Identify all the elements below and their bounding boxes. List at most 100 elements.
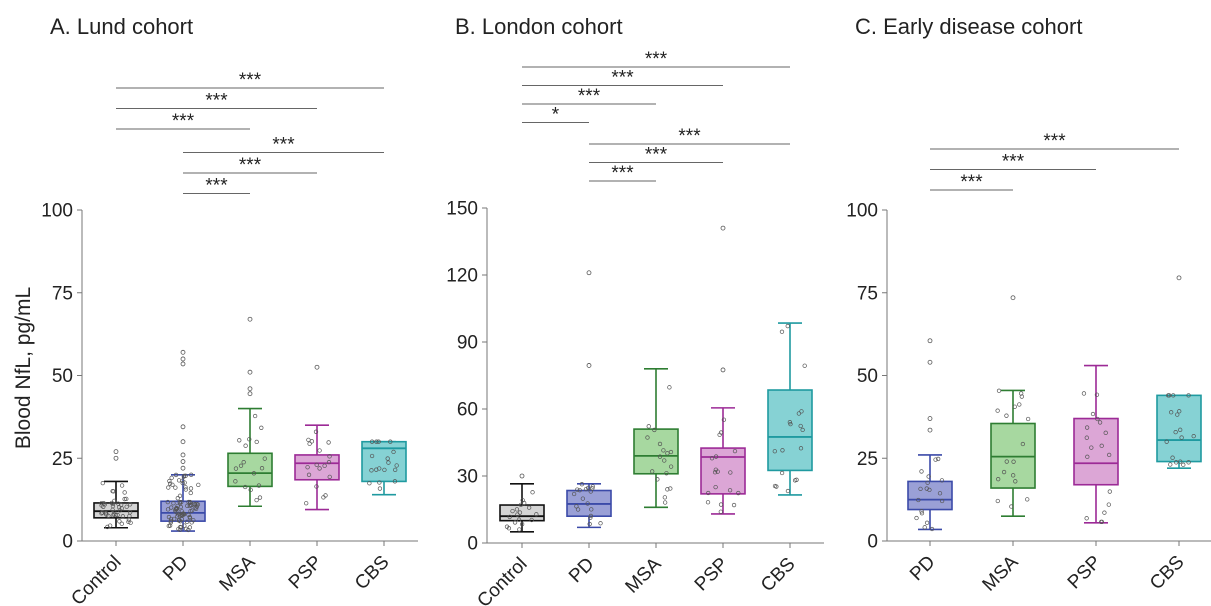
data-point	[713, 484, 718, 490]
data-point	[180, 511, 185, 516]
data-point	[172, 516, 177, 522]
data-point	[1081, 391, 1087, 396]
data-point	[583, 486, 589, 492]
data-point	[1186, 460, 1191, 465]
outlier-point	[720, 225, 726, 231]
data-point	[799, 409, 804, 414]
data-point	[196, 482, 201, 488]
data-point	[519, 522, 525, 527]
data-point	[306, 437, 311, 442]
data-point	[512, 520, 518, 525]
data-point	[127, 510, 133, 515]
data-point	[529, 517, 534, 523]
data-point	[713, 454, 719, 459]
significance-bracket: ***	[522, 49, 790, 70]
data-point	[118, 502, 124, 507]
data-point	[1179, 435, 1184, 440]
data-point	[1168, 462, 1173, 467]
data-point	[705, 500, 711, 505]
data-point	[785, 323, 790, 329]
data-point	[1017, 402, 1022, 407]
data-point	[929, 526, 935, 532]
significance-label: ***	[611, 68, 634, 89]
data-point	[369, 453, 375, 459]
data-point	[715, 469, 720, 474]
data-point	[180, 480, 185, 486]
data-point	[919, 469, 924, 474]
data-point	[655, 477, 660, 482]
outlier-point	[247, 391, 253, 397]
x-tick-label: CBS	[1146, 552, 1188, 594]
data-point	[774, 484, 779, 489]
data-point	[662, 495, 667, 500]
outlier-point	[180, 356, 186, 362]
outlier-point	[180, 452, 186, 458]
data-point	[936, 456, 941, 462]
outlier-point	[247, 369, 253, 375]
data-point	[233, 479, 238, 484]
data-point	[99, 503, 104, 508]
box-pd	[907, 338, 953, 532]
data-point	[718, 502, 724, 507]
significance-bracket: ***	[589, 163, 656, 184]
data-point	[645, 435, 650, 440]
data-point	[800, 427, 805, 433]
box-msa	[990, 295, 1036, 517]
data-point	[1169, 410, 1174, 415]
data-point	[728, 470, 733, 475]
significance-bracket: ***	[589, 126, 790, 147]
data-point	[785, 488, 791, 494]
data-point	[661, 448, 666, 453]
data-point	[122, 490, 127, 495]
data-point	[516, 517, 522, 522]
box-body	[227, 452, 273, 488]
data-point	[124, 504, 129, 509]
data-point	[650, 469, 655, 474]
x-tick-label: Control	[473, 554, 531, 606]
data-point	[188, 486, 194, 491]
data-point	[510, 508, 515, 514]
outlier-point	[180, 349, 186, 355]
data-point	[652, 427, 657, 433]
data-point	[1175, 412, 1180, 417]
data-point	[374, 467, 379, 472]
data-point	[664, 471, 669, 476]
outlier-point	[586, 270, 592, 276]
data-point	[918, 486, 923, 492]
y-tick-label: 0	[867, 532, 878, 553]
data-point	[120, 514, 126, 519]
data-point	[732, 448, 738, 454]
data-point	[504, 524, 510, 529]
outlier-point	[1010, 295, 1016, 301]
data-point	[798, 423, 803, 429]
data-point	[110, 488, 115, 494]
y-tick-label: 50	[857, 366, 878, 387]
data-point	[1181, 462, 1186, 467]
box-body	[1156, 394, 1202, 463]
data-point	[577, 488, 582, 493]
data-point	[1099, 519, 1105, 525]
data-point	[1012, 404, 1017, 409]
significance-bracket: ***	[116, 91, 317, 112]
data-point	[241, 460, 246, 465]
data-point	[588, 515, 593, 520]
data-point	[657, 441, 663, 447]
y-tick-label: 50	[52, 366, 73, 387]
y-tick-label: 60	[457, 400, 478, 421]
data-point	[170, 482, 175, 487]
data-point	[1191, 433, 1196, 439]
outlier-point	[113, 455, 119, 461]
box-body	[294, 454, 340, 481]
box-pd	[566, 270, 612, 529]
box-psp	[700, 225, 746, 515]
data-point	[248, 487, 253, 493]
data-point	[787, 420, 793, 425]
data-point	[802, 363, 807, 368]
x-tick-label: PSP	[691, 554, 733, 596]
box-body	[700, 447, 746, 495]
data-point	[1186, 393, 1191, 398]
data-point	[668, 486, 673, 491]
data-point	[393, 467, 398, 473]
data-point	[995, 498, 1000, 504]
data-point	[386, 460, 391, 465]
